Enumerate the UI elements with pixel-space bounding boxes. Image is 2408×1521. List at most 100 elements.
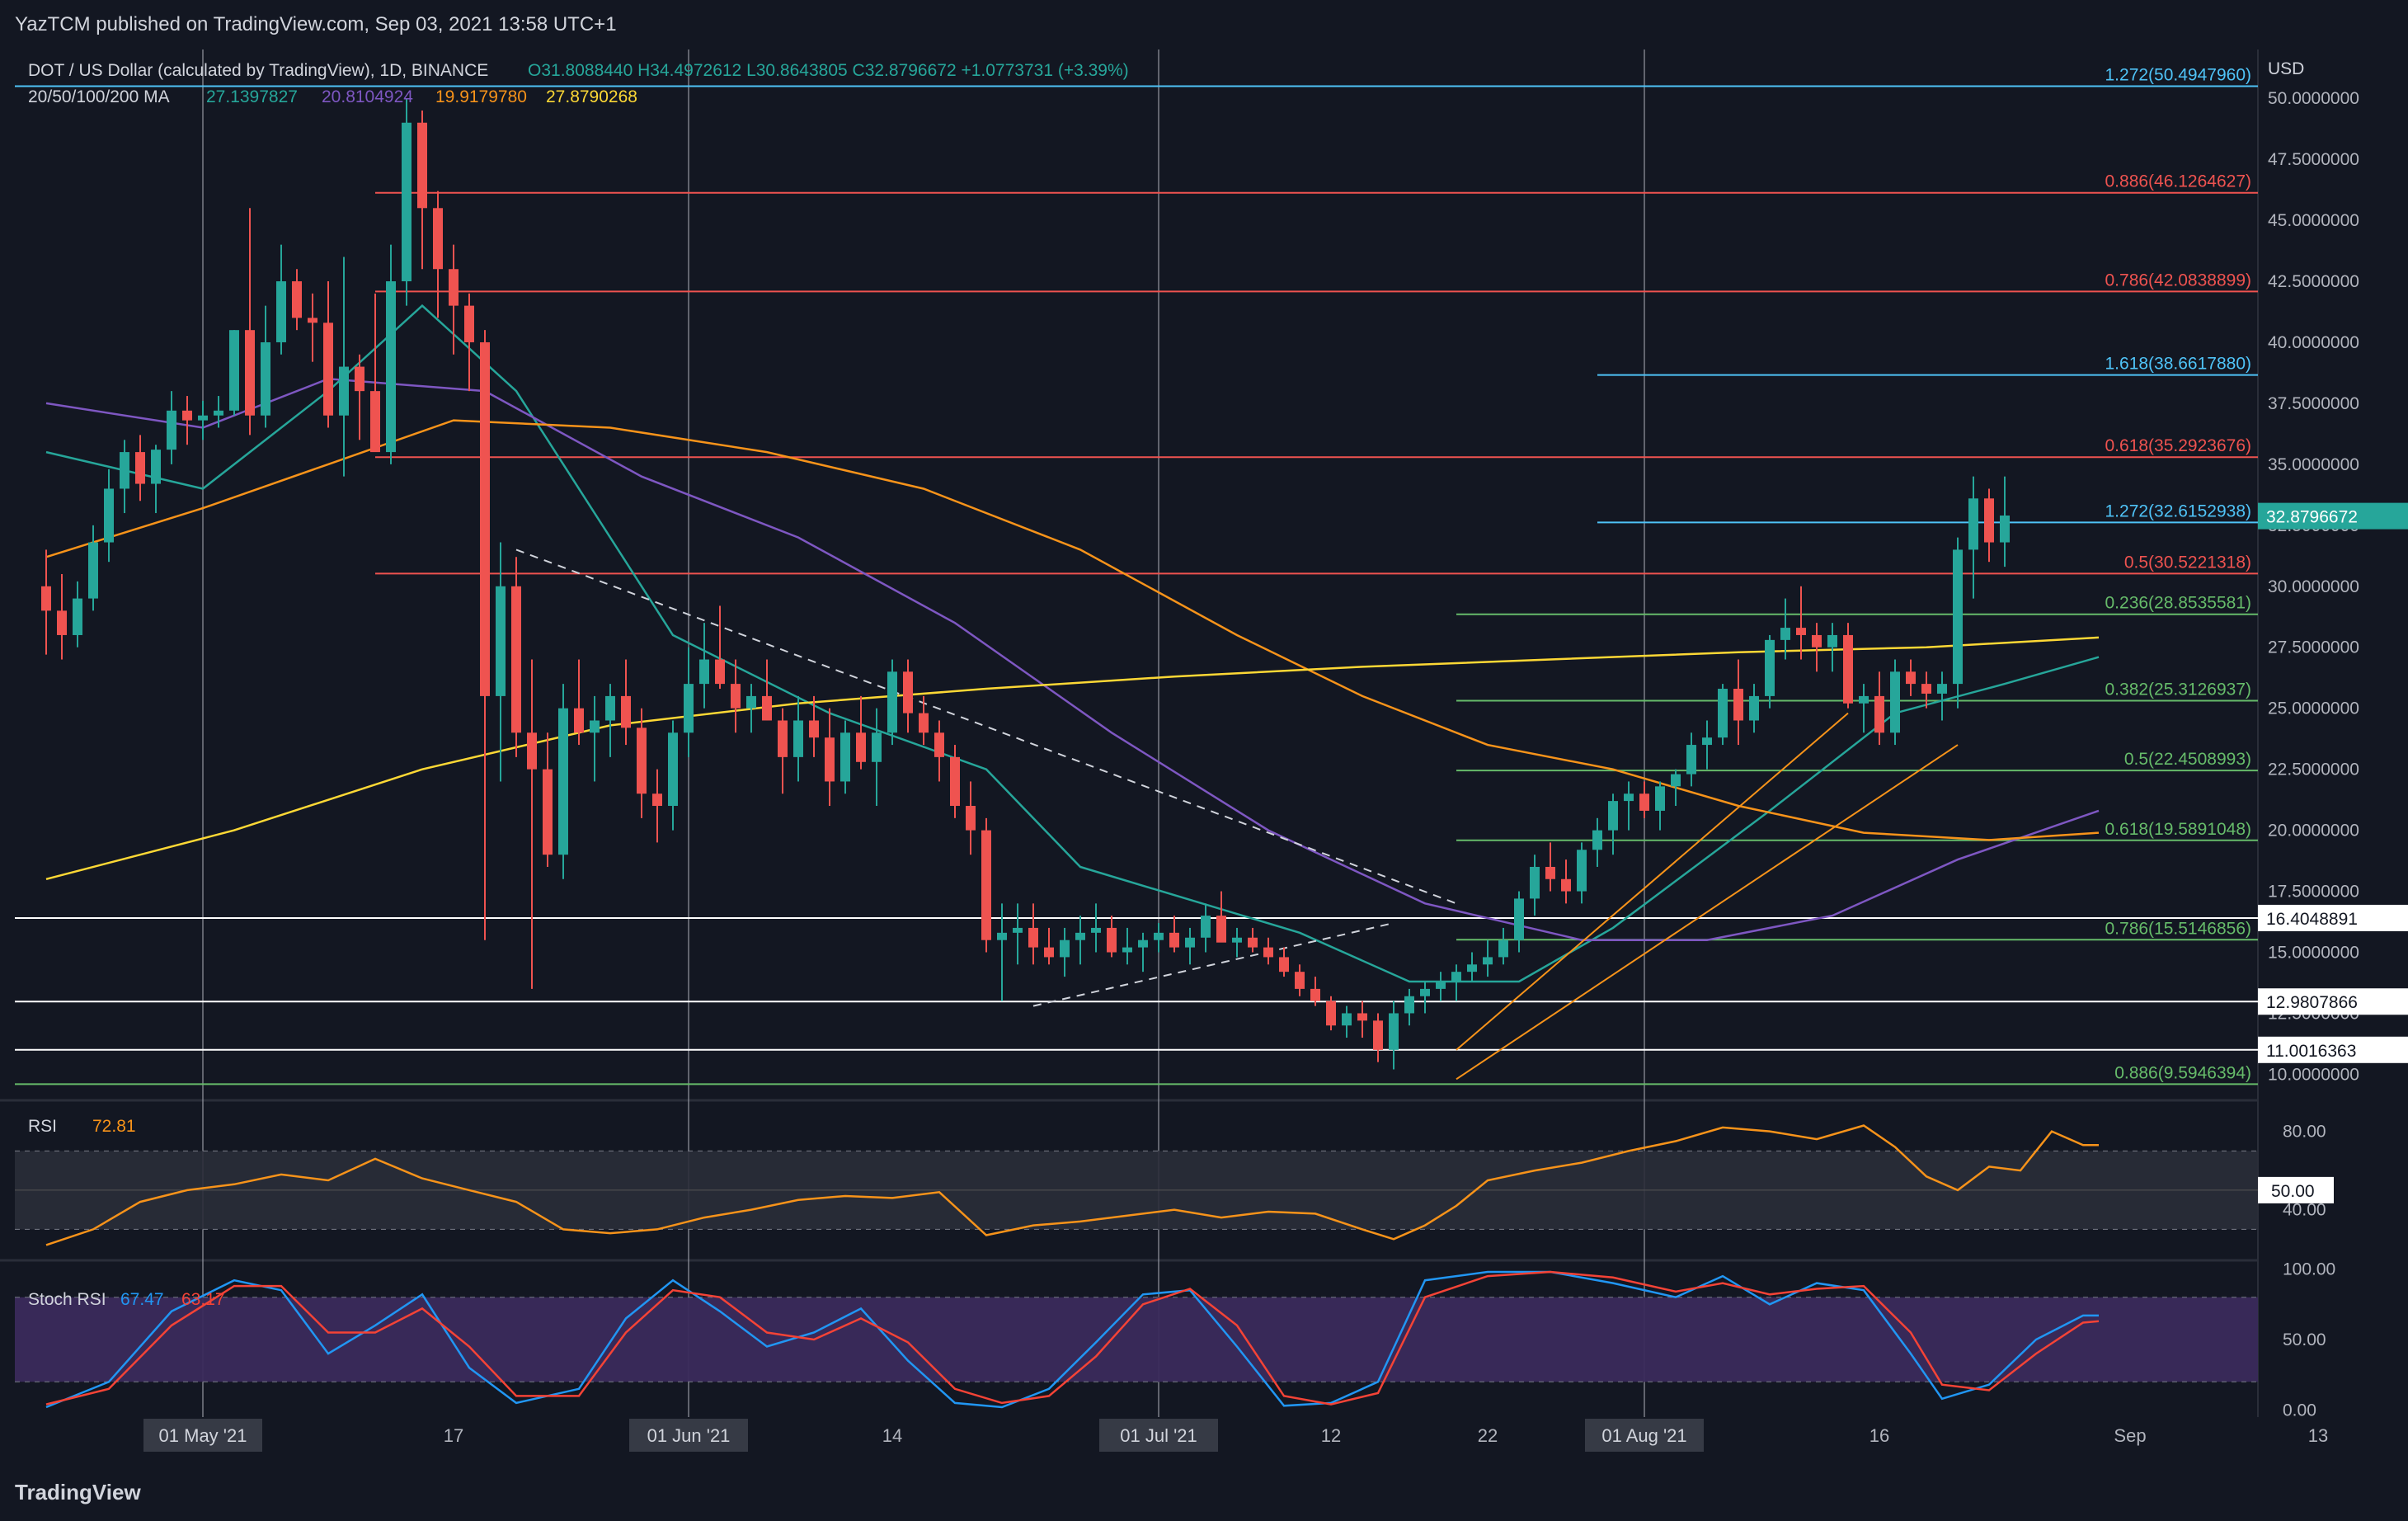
candle-body bbox=[1451, 972, 1461, 982]
candle-body bbox=[1874, 695, 1884, 733]
candle-body bbox=[934, 732, 944, 757]
candle-body bbox=[1671, 774, 1681, 787]
fib-levels[interactable]: 1.272(50.4947960) 0.886(46.1264627) 0.786(… bbox=[15, 66, 2258, 1085]
candle-body bbox=[1357, 1013, 1367, 1021]
time-tick-box bbox=[143, 1419, 262, 1452]
candle-body bbox=[1263, 947, 1273, 958]
candle-body bbox=[1310, 988, 1320, 1001]
candle-body bbox=[699, 659, 709, 685]
candle-body bbox=[386, 281, 396, 453]
time-tick-label: 13 bbox=[2308, 1425, 2328, 1446]
candle-body bbox=[1138, 939, 1148, 948]
stoch-d-value: 63.17 bbox=[181, 1290, 225, 1309]
candle-body bbox=[276, 281, 286, 342]
fib-level-label: 0.786(15.5146856) bbox=[2105, 919, 2252, 938]
candle-body bbox=[887, 671, 897, 733]
time-tick-label: 01 Aug '21 bbox=[1601, 1425, 1686, 1446]
trendline bbox=[515, 549, 1457, 905]
time-tick-label: 01 May '21 bbox=[159, 1425, 247, 1446]
candle-body bbox=[590, 720, 600, 733]
candle-body bbox=[104, 488, 114, 543]
time-tick-label: 12 bbox=[1321, 1425, 1341, 1446]
candle-body bbox=[1044, 947, 1054, 958]
sr-level-tag-label: 12.9807866 bbox=[2266, 993, 2358, 1012]
candle-body bbox=[480, 341, 490, 696]
candle-body bbox=[1013, 927, 1023, 933]
candle-body bbox=[668, 732, 678, 807]
candle-body bbox=[1060, 939, 1070, 958]
candle-body bbox=[997, 932, 1007, 940]
price-tick-label: 22.5000000 bbox=[2268, 760, 2359, 779]
ma50-line bbox=[45, 378, 2100, 941]
price-tick-label: 40.0000000 bbox=[2268, 333, 2359, 352]
ma200-value: 27.8790268 bbox=[546, 87, 637, 106]
time-tick-label: Sep bbox=[2114, 1425, 2146, 1446]
rsi-level-tag-label: 50.00 bbox=[2271, 1182, 2315, 1201]
candle-body bbox=[605, 695, 615, 721]
stoch-k-line bbox=[45, 1270, 2099, 1409]
candle-body bbox=[1796, 628, 1806, 635]
price-tick-label: 30.0000000 bbox=[2268, 577, 2359, 596]
price-tick-label: 42.5000000 bbox=[2268, 272, 2359, 291]
candle-body bbox=[1201, 916, 1211, 938]
ma100-line bbox=[45, 419, 2100, 841]
price-tick-label: 15.0000000 bbox=[2268, 944, 2359, 963]
candle-body bbox=[1169, 932, 1179, 948]
fib-level-label: 1.272(50.4947960) bbox=[2105, 66, 2252, 85]
candle-body bbox=[135, 452, 145, 484]
candle-body bbox=[120, 452, 129, 489]
candle-body bbox=[464, 305, 474, 342]
candle-body bbox=[1624, 793, 1634, 802]
stoch-title: Stoch RSI bbox=[28, 1290, 106, 1309]
candle-body bbox=[1075, 932, 1085, 940]
candle-body bbox=[88, 542, 98, 599]
rsi-tick-label: 40.00 bbox=[2283, 1201, 2326, 1220]
price-axis[interactable]: 10.000000012.500000015.000000017.5000000… bbox=[2258, 89, 2408, 1420]
candle-body bbox=[370, 391, 380, 453]
candle-body bbox=[574, 708, 584, 733]
last-price-label: 32.8796672 bbox=[2266, 508, 2358, 527]
candle-body bbox=[746, 695, 756, 709]
candle-body bbox=[1686, 745, 1696, 775]
candle-body bbox=[966, 806, 976, 831]
candle-body bbox=[245, 330, 255, 416]
candle-body bbox=[1326, 1001, 1336, 1026]
stoch-tick-label: 100.00 bbox=[2283, 1260, 2335, 1279]
candles bbox=[41, 98, 2010, 1070]
fib-level-label: 0.886(46.1264627) bbox=[2105, 172, 2252, 191]
candle-body bbox=[1608, 801, 1618, 831]
candle-body bbox=[1718, 689, 1728, 738]
trendline bbox=[1032, 922, 1394, 1007]
candle-body bbox=[41, 586, 51, 611]
fib-level-label: 0.886(9.5946394) bbox=[2114, 1063, 2251, 1082]
legend: DOT / US Dollar (calculated by TradingVi… bbox=[28, 59, 2304, 1309]
time-axis[interactable]: 01 May '21 17 01 Jun '21 14 01 Jul '21 12 22 01… bbox=[143, 1419, 2328, 1452]
rsi-title: RSI bbox=[28, 1117, 57, 1136]
ma20-value: 27.1397827 bbox=[206, 87, 298, 106]
price-tick-label: 50.0000000 bbox=[2268, 89, 2359, 108]
candle-body bbox=[511, 586, 521, 733]
candle-body bbox=[1373, 1020, 1383, 1050]
currency-label: USD bbox=[2268, 59, 2304, 78]
candle-body bbox=[339, 366, 349, 416]
candle-body bbox=[417, 122, 427, 209]
candle-body bbox=[1483, 957, 1493, 965]
candle-body bbox=[903, 671, 913, 713]
candle-body bbox=[1765, 639, 1775, 696]
trendlines[interactable] bbox=[515, 549, 1959, 1081]
candle-body bbox=[167, 410, 176, 450]
candle-body bbox=[214, 410, 223, 416]
symbol-title: DOT / US Dollar (calculated by TradingVi… bbox=[28, 61, 488, 80]
candle-body bbox=[1216, 916, 1226, 943]
price-tick-label: 20.0000000 bbox=[2268, 822, 2359, 841]
candle-body bbox=[778, 720, 788, 757]
candle-body bbox=[1639, 793, 1649, 811]
ma20-line bbox=[45, 304, 2100, 983]
candle-body bbox=[182, 410, 192, 421]
candle-body bbox=[1232, 937, 1242, 943]
candle-body bbox=[1890, 671, 1900, 733]
candle-body bbox=[637, 728, 647, 794]
candle-body bbox=[292, 281, 302, 318]
candle-body bbox=[1420, 988, 1430, 996]
